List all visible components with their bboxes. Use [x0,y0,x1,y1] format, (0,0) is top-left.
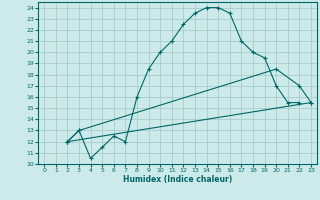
X-axis label: Humidex (Indice chaleur): Humidex (Indice chaleur) [123,175,232,184]
